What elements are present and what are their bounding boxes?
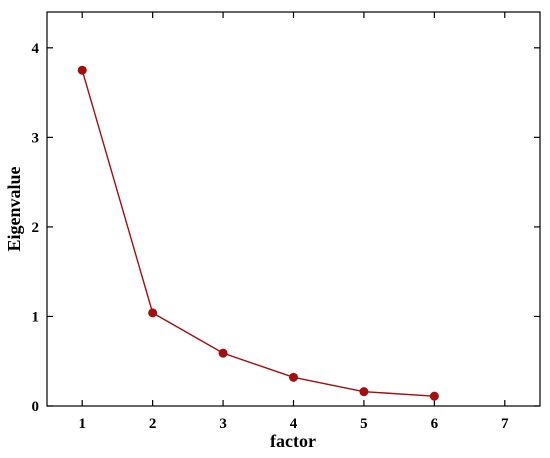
y-tick-label: 1 bbox=[32, 309, 40, 325]
series-layer bbox=[77, 65, 439, 401]
data-point bbox=[289, 372, 298, 382]
x-tick-label: 5 bbox=[360, 416, 368, 432]
y-tick-label: 3 bbox=[32, 130, 40, 146]
data-point bbox=[148, 308, 158, 318]
x-tick-label: 7 bbox=[501, 416, 509, 432]
y-axis-ticks: 0 1 2 3 4 bbox=[32, 41, 540, 415]
y-tick-label: 2 bbox=[32, 220, 40, 236]
x-axis-ticks: 1 2 3 4 5 6 7 bbox=[78, 12, 509, 432]
y-tick-label: 4 bbox=[32, 41, 40, 57]
series-line bbox=[81, 70, 435, 397]
x-tick-label: 1 bbox=[78, 416, 86, 432]
data-point bbox=[359, 387, 369, 397]
x-tick-label: 2 bbox=[149, 416, 157, 432]
data-point bbox=[77, 65, 87, 75]
y-axis-title: Eigenvalue bbox=[4, 166, 24, 251]
data-point bbox=[218, 348, 228, 358]
x-tick-label: 4 bbox=[290, 416, 298, 432]
x-tick-label: 6 bbox=[431, 416, 439, 432]
x-tick-label: 3 bbox=[219, 416, 227, 432]
data-point bbox=[429, 391, 439, 401]
plot-frame bbox=[46, 11, 541, 407]
x-axis-title: factor bbox=[270, 431, 316, 451]
y-tick-label: 0 bbox=[32, 399, 40, 415]
